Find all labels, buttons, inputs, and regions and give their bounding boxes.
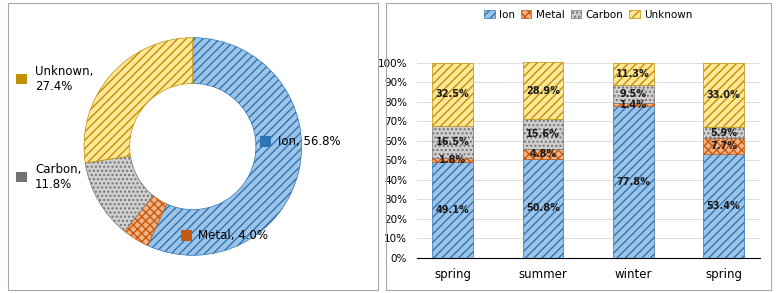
Text: Carbon,
11.8%: Carbon, 11.8% xyxy=(35,163,81,191)
Polygon shape xyxy=(181,230,192,241)
Bar xyxy=(613,106,654,258)
Wedge shape xyxy=(84,38,193,163)
Wedge shape xyxy=(85,156,153,231)
Text: 50.8%: 50.8% xyxy=(526,203,560,213)
Text: 15.6%: 15.6% xyxy=(526,129,560,139)
Bar xyxy=(523,159,563,258)
Bar xyxy=(613,62,654,85)
Bar xyxy=(523,119,563,149)
Bar xyxy=(523,149,563,159)
Bar xyxy=(432,162,473,258)
Bar xyxy=(703,139,744,154)
Text: 11.3%: 11.3% xyxy=(616,69,650,79)
Polygon shape xyxy=(16,171,27,183)
Text: 1.4%: 1.4% xyxy=(620,100,647,110)
Text: 1.8%: 1.8% xyxy=(439,155,466,165)
Bar xyxy=(613,85,654,103)
Text: 53.4%: 53.4% xyxy=(707,201,741,211)
Text: Ion, 56.8%: Ion, 56.8% xyxy=(277,134,340,148)
Text: 4.8%: 4.8% xyxy=(530,149,556,159)
Polygon shape xyxy=(16,74,27,84)
Bar xyxy=(432,63,473,126)
Polygon shape xyxy=(260,136,271,146)
Text: 49.1%: 49.1% xyxy=(435,205,470,215)
Text: 32.5%: 32.5% xyxy=(435,89,470,99)
Text: 5.9%: 5.9% xyxy=(710,128,737,138)
Text: 33.0%: 33.0% xyxy=(707,90,741,100)
Bar xyxy=(613,103,654,106)
Bar xyxy=(703,154,744,258)
Bar xyxy=(432,159,473,162)
Bar xyxy=(523,62,563,119)
Text: 9.5%: 9.5% xyxy=(620,89,647,99)
Wedge shape xyxy=(125,196,167,246)
Text: 7.7%: 7.7% xyxy=(710,141,737,151)
Bar xyxy=(703,62,744,127)
Text: Metal, 4.0%: Metal, 4.0% xyxy=(198,229,268,242)
Text: 16.5%: 16.5% xyxy=(435,137,470,147)
Legend: Ion, Metal, Carbon, Unknown: Ion, Metal, Carbon, Unknown xyxy=(480,6,696,24)
Wedge shape xyxy=(148,38,301,255)
Text: 28.9%: 28.9% xyxy=(526,86,560,96)
Bar xyxy=(432,126,473,159)
Text: Unknown,
27.4%: Unknown, 27.4% xyxy=(35,65,93,93)
Text: 77.8%: 77.8% xyxy=(616,177,650,187)
Bar xyxy=(703,127,744,139)
